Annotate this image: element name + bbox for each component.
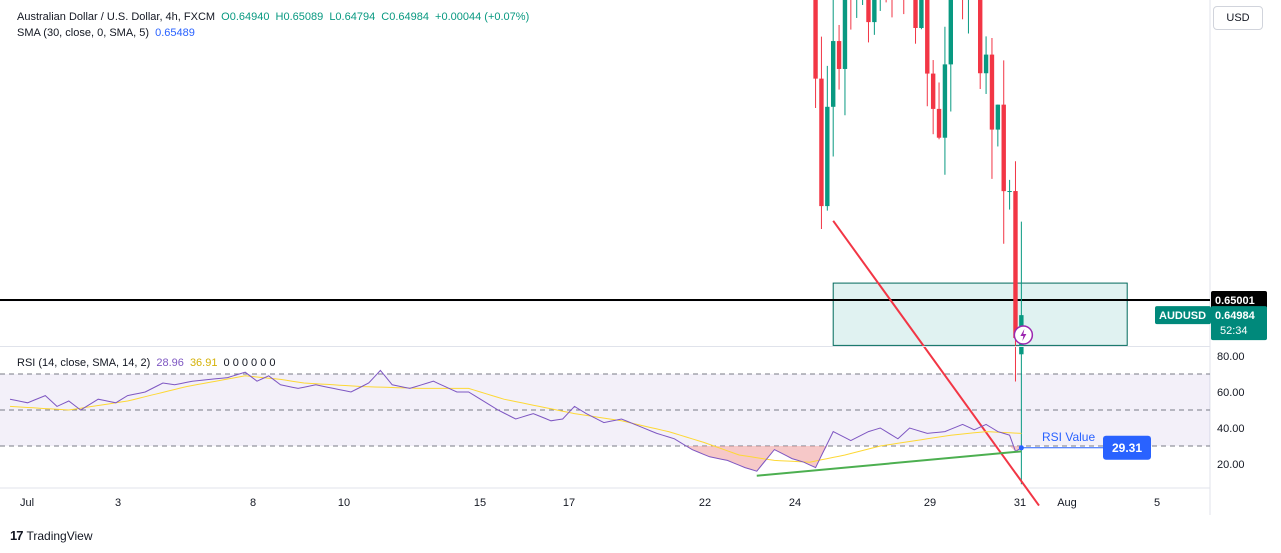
- open-value: O0.64940: [221, 11, 270, 23]
- tradingview-wordmark: TradingView: [26, 528, 93, 543]
- horizontal-levels: [0, 299, 1210, 301]
- sma-value: 0.65489: [155, 27, 195, 39]
- tradingview-mark-icon: 17: [10, 528, 24, 543]
- time-tick-label: Aug: [1057, 497, 1077, 509]
- candle-body: [983, 54, 989, 74]
- red-trendline: [832, 220, 1040, 507]
- candle-body: [978, 0, 983, 74]
- candle-body: [825, 106, 830, 207]
- candle-body: [831, 41, 836, 107]
- trend-drawings: 30-SMA0.65497: [832, 220, 1040, 507]
- rsi-callout-text: RSI Value: [1042, 430, 1095, 444]
- rsi-series: RSI Value 29.31: [9, 369, 1151, 477]
- candle-body: [866, 0, 871, 23]
- sma-legend: SMA (30, close, 0, SMA, 5) 0.65489: [17, 27, 195, 39]
- time-axis: Jul 3 8 10 15 17 22 24 29 31 Aug 5: [20, 497, 1160, 509]
- time-tick-label: 8: [250, 497, 256, 509]
- level-price-text: 0.65001: [1215, 295, 1255, 307]
- rsi-line: [9, 369, 1022, 472]
- support-resistance-zones: [832, 282, 1128, 346]
- candle-body: [930, 73, 936, 109]
- green-divergence-line: [756, 450, 1022, 477]
- rsi-callout-dot: [1018, 445, 1024, 451]
- rsi-label: RSI (14, close, SMA, 14, 2): [17, 357, 151, 369]
- rsi-tick-label: 20.00: [1217, 459, 1245, 471]
- last-price-text: 0.64984: [1215, 310, 1256, 322]
- low-value: L0.64794: [329, 11, 376, 23]
- time-tick-label: 24: [789, 497, 801, 509]
- zone-box: [832, 282, 1128, 346]
- rsi-oversold-fill: [10, 446, 1022, 472]
- last-price-badge: [1211, 306, 1267, 341]
- currency-button[interactable]: USD: [1213, 6, 1263, 30]
- candle-body: [925, 0, 930, 74]
- candle-body: [948, 0, 953, 65]
- countdown-text: 52:34: [1220, 325, 1248, 337]
- rsi-value-badge: [1103, 435, 1151, 460]
- candle-body: [936, 108, 942, 138]
- candle-body: [819, 78, 824, 207]
- candle-body: [942, 64, 948, 138]
- time-tick-label: Jul: [20, 497, 34, 509]
- change-value: +0.00044 (+0.07%): [435, 11, 530, 23]
- tradingview-logo: 17 TradingView: [10, 528, 93, 543]
- time-tick-label: 5: [1154, 497, 1160, 509]
- time-tick-label: 10: [338, 497, 350, 509]
- candlestick-series: [813, 0, 1024, 485]
- candle-body: [836, 41, 842, 69]
- time-tick-label: 3: [115, 497, 121, 509]
- high-value: H0.65089: [275, 11, 324, 23]
- candle-body: [813, 0, 818, 79]
- candle-body: [913, 0, 918, 28]
- rsi-tick-label: 80.00: [1217, 351, 1245, 363]
- symbol-badge: [1155, 306, 1211, 325]
- close-value: C0.64984: [381, 11, 429, 23]
- rsi-tick-label: 40.00: [1217, 423, 1245, 435]
- lightning-bolt-icon: [1020, 329, 1027, 341]
- symbol-badge-text: AUDUSD: [1159, 310, 1206, 322]
- rsi-ma-line: [9, 375, 1022, 463]
- rsi-value: 28.96: [156, 357, 184, 369]
- rsi-band: [0, 373, 1210, 447]
- pane-separator: [0, 346, 1210, 347]
- candle-body: [1007, 191, 1012, 193]
- time-tick-label: 22: [699, 497, 711, 509]
- sma-label: SMA (30, close, 0, SMA, 5): [17, 27, 150, 39]
- time-tick-label: 31: [1014, 497, 1026, 509]
- candle-body: [842, 0, 848, 69]
- main-legend: Australian Dollar / U.S. Dollar, 4h, FXC…: [17, 11, 529, 23]
- candle-body: [919, 0, 924, 28]
- rsi-value-text: 29.31: [1112, 441, 1142, 455]
- candle-body: [1001, 104, 1006, 192]
- time-tick-label: 15: [474, 497, 486, 509]
- rsi-tick-label: 60.00: [1217, 387, 1245, 399]
- time-tick-label: 29: [924, 497, 936, 509]
- candle-body: [995, 104, 1001, 130]
- symbol-title: Australian Dollar / U.S. Dollar, 4h, FXC…: [17, 11, 216, 23]
- rsi-ma-value: 36.91: [189, 357, 218, 369]
- candle-body: [1013, 191, 1018, 338]
- level-price-badge: [1211, 291, 1267, 309]
- time-tick-label: 17: [563, 497, 575, 509]
- rsi-legend: RSI (14, close, SMA, 14, 2) 28.96 36.91 …: [17, 357, 276, 369]
- rsi-extra-values: 0 0 0 0 0 0: [223, 357, 276, 369]
- candle-body: [872, 0, 877, 23]
- candle-body: [989, 54, 995, 130]
